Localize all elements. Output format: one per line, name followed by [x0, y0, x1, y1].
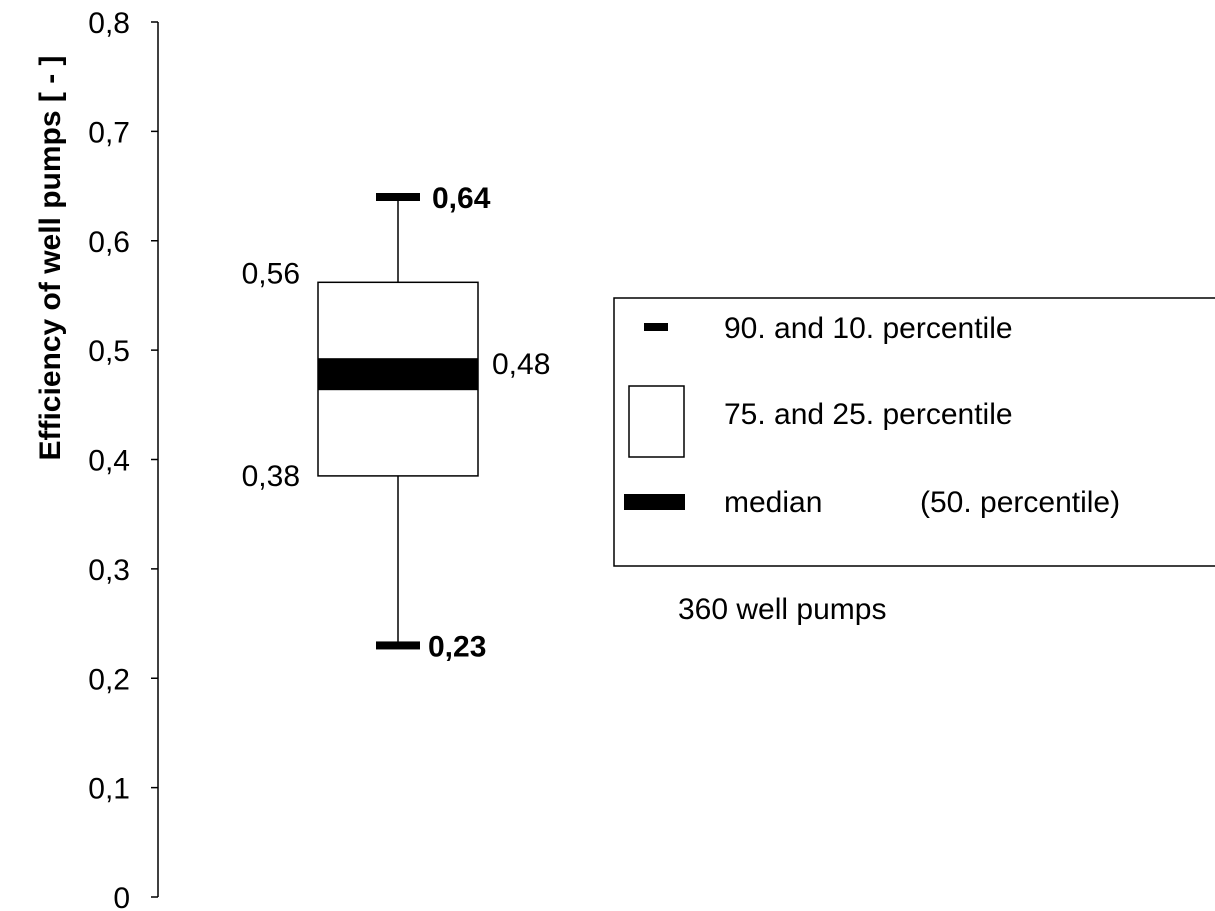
y-tick-label: 0,3 — [88, 554, 130, 587]
y-tick-label: 0,4 — [88, 445, 130, 478]
y-tick-label: 0,6 — [88, 226, 130, 259]
value-label-p75: 0,56 — [242, 257, 300, 290]
y-tick-label: 0,1 — [88, 773, 130, 806]
p10-cap — [376, 641, 420, 650]
legend-marker-box — [628, 385, 685, 458]
legend-label-median-extra: (50. percentile) — [920, 486, 1120, 519]
y-axis: 0 0,1 0,2 0,3 0,4 0,5 0,6 0,7 0,8 — [88, 7, 159, 911]
legend-marker-median — [624, 494, 685, 510]
legend-label-percentile-75-25: 75. and 25. percentile — [724, 398, 1013, 431]
box-plot: 0,64 0,56 0,48 0,38 0,23 — [242, 182, 551, 663]
value-label-p90: 0,64 — [432, 182, 491, 215]
p90-cap — [376, 193, 420, 201]
y-tick-label: 0,7 — [88, 116, 130, 149]
y-axis-title: Efficiency of well pumps [ - ] — [34, 55, 67, 460]
y-tick-label: 0,2 — [88, 663, 130, 696]
sample-size-note: 360 well pumps — [678, 593, 886, 626]
value-label-median: 0,48 — [492, 348, 550, 381]
legend-label-percentile-90-10: 90. and 10. percentile — [724, 312, 1013, 345]
y-tick-label: 0,5 — [88, 335, 130, 368]
value-label-p25: 0,38 — [242, 460, 300, 493]
median-bar — [318, 358, 478, 391]
legend-label-median: median — [724, 486, 822, 519]
legend-frame — [613, 297, 1215, 567]
value-label-p10: 0,23 — [428, 630, 486, 663]
y-tick-label: 0 — [113, 882, 130, 911]
y-tick-label: 0,8 — [88, 7, 130, 40]
legend-marker-whisker-cap — [644, 323, 668, 331]
legend: 90. and 10. percentile 75. and 25. perce… — [613, 297, 1215, 567]
